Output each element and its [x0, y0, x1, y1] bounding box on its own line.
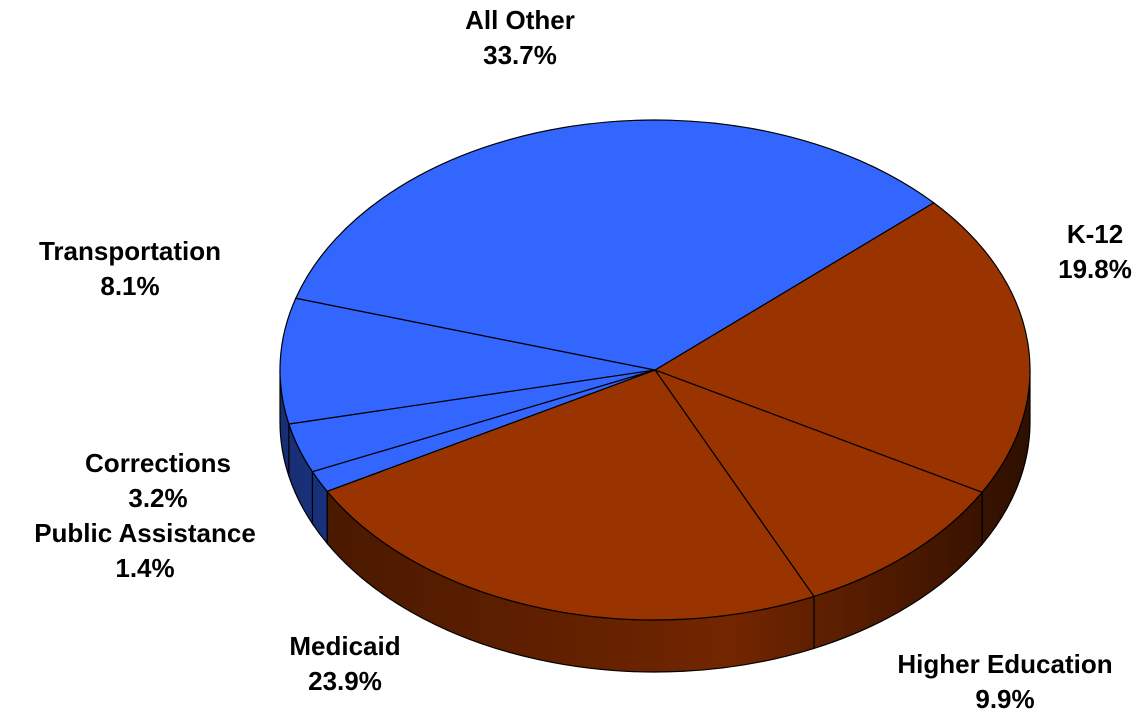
- slice: [326, 369, 815, 621]
- slice-label: Public Assistance: [34, 518, 256, 548]
- slice-label: K-12: [1067, 219, 1123, 249]
- slice-value-label: 1.4%: [115, 553, 174, 583]
- slice-label: Corrections: [85, 448, 231, 478]
- slice: [653, 368, 984, 598]
- slice-label: Medicaid: [289, 631, 400, 661]
- slice-value-label: 3.2%: [128, 483, 187, 513]
- slice-label: Transportation: [39, 236, 221, 266]
- slice: [653, 201, 1031, 493]
- slice: [279, 297, 656, 425]
- slice-value-label: 23.9%: [308, 666, 382, 696]
- slice-label: All Other: [465, 5, 575, 35]
- slice-value-label: 8.1%: [100, 271, 159, 301]
- slice-value-label: 19.8%: [1058, 254, 1132, 284]
- slice-value-label: 9.9%: [975, 684, 1034, 714]
- slice-label: Higher Education: [897, 649, 1112, 679]
- slice: [294, 119, 935, 371]
- slice-value-label: 33.7%: [483, 40, 557, 70]
